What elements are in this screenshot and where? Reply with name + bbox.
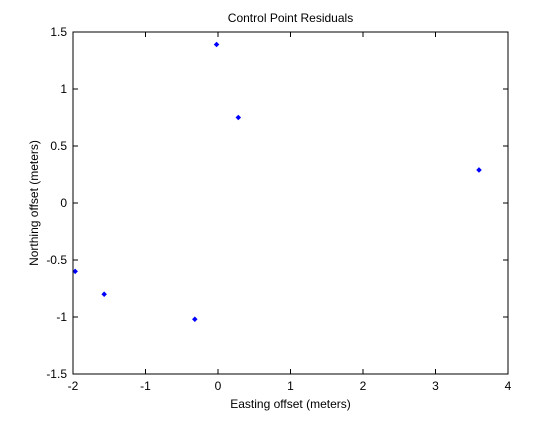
x-tick-label: 0 bbox=[215, 379, 222, 393]
y-tick-label: 0 bbox=[60, 196, 67, 210]
y-tick-label: -1.5 bbox=[46, 367, 67, 381]
plot-frame bbox=[72, 31, 509, 375]
plot-area bbox=[73, 32, 508, 374]
data-point bbox=[72, 268, 78, 275]
y-tick-label: 1.5 bbox=[50, 25, 67, 39]
chart-title: Control Point Residuals bbox=[228, 11, 353, 25]
y-axis-label: Northing offset (meters) bbox=[27, 140, 41, 266]
ticks-layer: -2 -1 0 1 2 3 4 -1.5 -1 -0.5 0 0.5 1 1.5 bbox=[46, 25, 511, 393]
data-point bbox=[101, 291, 107, 297]
y-tick-label: 0.5 bbox=[50, 139, 67, 153]
y-tick-label: -0.5 bbox=[46, 253, 67, 267]
y-tick-label: -1 bbox=[56, 310, 67, 324]
x-tick-label: 1 bbox=[287, 379, 294, 393]
x-tick-label: -1 bbox=[140, 379, 151, 393]
x-tick-label: -2 bbox=[68, 379, 79, 393]
x-axis-label: Easting offset (meters) bbox=[230, 397, 351, 411]
data-point bbox=[235, 114, 242, 121]
x-tick-label: 3 bbox=[432, 379, 439, 393]
x-tick-label: 2 bbox=[360, 379, 367, 393]
y-tick-label: 1 bbox=[60, 82, 67, 96]
points-layer bbox=[72, 41, 482, 323]
data-point bbox=[476, 167, 482, 173]
x-tick-label: 4 bbox=[505, 379, 512, 393]
data-point bbox=[192, 316, 198, 323]
data-point bbox=[213, 41, 220, 48]
